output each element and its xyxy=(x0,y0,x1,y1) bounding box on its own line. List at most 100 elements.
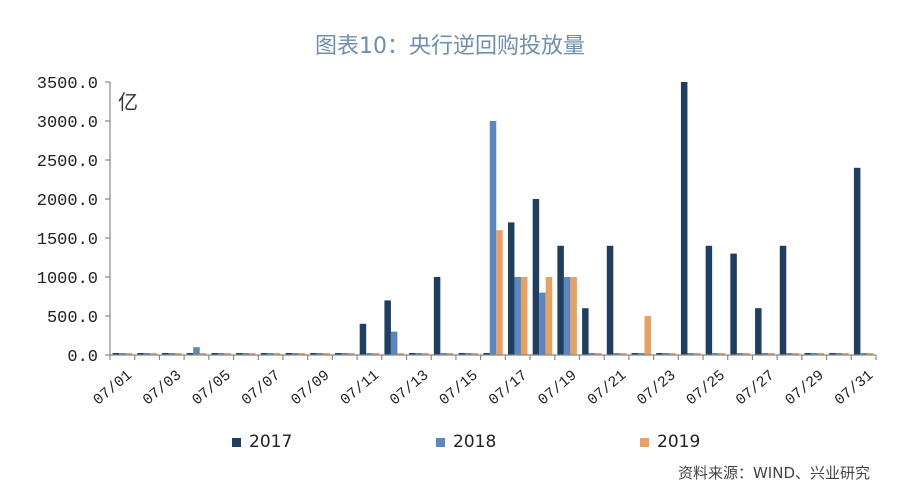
bar-2018-07/13 xyxy=(415,353,423,355)
bar-2019-07/08 xyxy=(298,353,306,355)
bar-2018-07/27 xyxy=(761,353,769,355)
bar-2017-07/29 xyxy=(804,353,811,355)
bar-2018-07/11 xyxy=(366,353,373,355)
y-tick-label: 3000.0 xyxy=(37,114,98,133)
y-tick-label: 1500.0 xyxy=(37,231,98,250)
chart-title: 图表10：央行逆回购投放量 xyxy=(315,34,585,59)
x-tick-label: 07/15 xyxy=(436,367,481,409)
bar-2018-07/25 xyxy=(712,353,719,355)
bar-2018-07/30 xyxy=(835,353,843,355)
x-tick-label: 07/31 xyxy=(832,367,877,409)
bar-2019-07/27 xyxy=(768,353,775,355)
legend-label-2017: 2017 xyxy=(249,432,293,452)
bar-2017-07/27 xyxy=(755,308,762,355)
bar-2017-07/18 xyxy=(532,199,540,355)
bar-2017-07/16 xyxy=(483,353,490,355)
y-tick-label: 2500.0 xyxy=(37,153,98,172)
bar-2017-07/08 xyxy=(285,353,293,355)
bar-2018-07/15 xyxy=(465,353,472,355)
bar-2019-07/04 xyxy=(199,353,207,355)
bar-2018-07/20 xyxy=(588,353,596,355)
legend-swatch-2018 xyxy=(436,437,445,447)
bar-2018-07/02 xyxy=(143,353,151,355)
x-tick-label: 07/01 xyxy=(90,367,135,409)
bar-2019-07/05 xyxy=(224,353,231,355)
bar-2018-07/12 xyxy=(390,331,398,355)
bar-2017-07/26 xyxy=(730,253,737,355)
bar-2017-07/01 xyxy=(112,353,120,355)
x-tick-label: 07/21 xyxy=(585,367,630,409)
bar-2019-07/17 xyxy=(520,277,528,355)
bar-2017-07/20 xyxy=(582,308,589,355)
bar-2018-07/26 xyxy=(736,353,744,355)
bar-2017-07/21 xyxy=(606,245,614,355)
x-tick-label: 07/09 xyxy=(288,367,333,409)
x-tick-label: 07/13 xyxy=(387,367,432,409)
x-tick-label: 07/05 xyxy=(189,367,234,409)
bar-2017-07/03 xyxy=(162,353,169,355)
bar-2017-07/10 xyxy=(334,353,342,355)
y-tick-label: 1000.0 xyxy=(37,270,98,289)
bar-2018-07/05 xyxy=(217,353,225,355)
bar-2019-07/20 xyxy=(595,353,602,355)
bar-2017-07/07 xyxy=(260,353,268,355)
bar-2019-07/13 xyxy=(422,353,429,355)
y-tick-label: 2000.0 xyxy=(37,192,98,211)
x-tick-label: 07/27 xyxy=(733,367,778,409)
bar-2018-07/28 xyxy=(786,353,793,355)
bar-2019-07/14 xyxy=(446,353,454,355)
legend-swatch-2017 xyxy=(232,437,241,447)
y-tick-label: 500.0 xyxy=(47,309,98,328)
y-tick-label: 3500.0 xyxy=(37,75,98,94)
legend-item-2019: 2019 xyxy=(640,432,700,452)
y-axis-unit-label: 亿 xyxy=(118,90,138,114)
bar-2017-07/22 xyxy=(631,353,639,355)
bar-2019-07/24 xyxy=(693,353,701,355)
x-tick-label: 07/23 xyxy=(634,367,679,409)
bar-2019-07/23 xyxy=(669,353,676,355)
bar-2017-07/31 xyxy=(853,167,861,355)
bar-2017-07/25 xyxy=(705,245,713,355)
bar-2017-07/30 xyxy=(829,353,836,355)
bar-2019-07/11 xyxy=(372,353,380,355)
x-tick-label: 07/25 xyxy=(683,367,728,409)
bar-2018-07/31 xyxy=(860,353,867,355)
bar-2019-07/19 xyxy=(570,277,577,355)
bar-2019-07/06 xyxy=(249,353,256,355)
bar-2019-07/30 xyxy=(842,353,849,355)
bar-2018-07/21 xyxy=(613,353,620,355)
bar-2019-07/09 xyxy=(323,353,330,355)
bar-2017-07/02 xyxy=(137,353,144,355)
bar-2017-07/17 xyxy=(507,222,515,355)
y-tick-label: 0.0 xyxy=(67,348,98,367)
bar-2019-07/15 xyxy=(471,353,479,355)
bar-2019-07/16 xyxy=(496,230,503,355)
bar-2018-07/16 xyxy=(489,121,497,355)
x-tick-label: 07/07 xyxy=(239,367,284,409)
bar-2019-07/21 xyxy=(619,353,627,355)
bar-2017-07/15 xyxy=(458,353,466,355)
bar-2018-07/08 xyxy=(292,353,299,355)
bar-2017-07/28 xyxy=(779,245,787,355)
bar-2018-07/04 xyxy=(193,347,200,355)
bar-2018-07/19 xyxy=(563,277,571,355)
bar-2019-07/26 xyxy=(743,353,750,355)
bar-2018-07/24 xyxy=(687,353,694,355)
bars-group xyxy=(112,82,874,355)
bar-2018-07/07 xyxy=(267,353,274,355)
bar-2019-07/01 xyxy=(125,353,133,355)
bar-2017-07/09 xyxy=(310,353,317,355)
bar-2018-07/10 xyxy=(341,353,348,355)
legend-swatch-2019 xyxy=(640,437,649,447)
x-tick-label: 07/29 xyxy=(782,367,827,409)
bar-2017-07/11 xyxy=(359,323,367,355)
x-tick-label: 07/19 xyxy=(535,367,580,409)
bar-2018-07/17 xyxy=(514,277,521,355)
x-tick-label: 07/11 xyxy=(337,367,382,409)
bar-2018-07/18 xyxy=(539,292,546,355)
bar-2018-07/06 xyxy=(242,353,250,355)
bar-2017-07/06 xyxy=(236,353,243,355)
bar-2018-07/09 xyxy=(316,353,324,355)
x-tick-label: 07/03 xyxy=(140,367,185,409)
